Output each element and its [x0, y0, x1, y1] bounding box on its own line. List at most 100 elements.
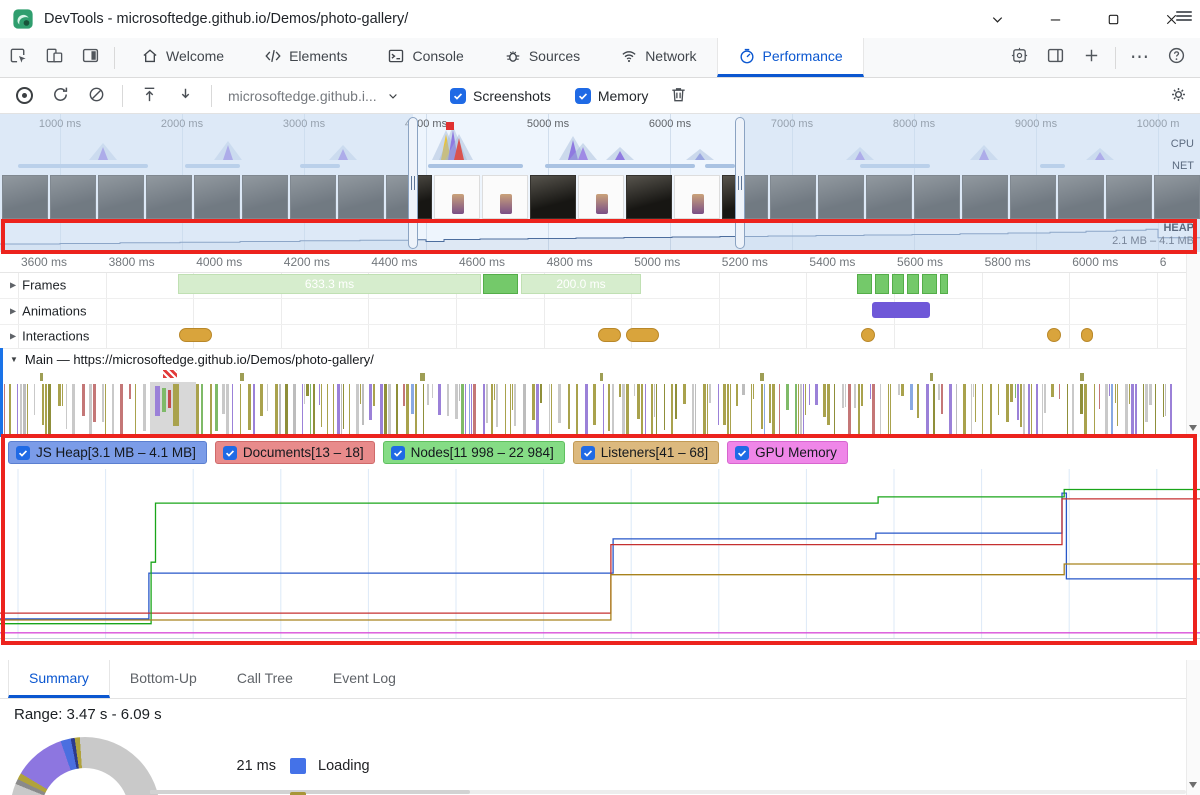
flame-bar[interactable] — [62, 384, 63, 406]
flame-bar[interactable] — [1155, 384, 1156, 434]
flame-bar[interactable] — [809, 384, 810, 405]
flame-bar[interactable] — [248, 384, 251, 430]
clear-recordings-button[interactable] — [80, 81, 112, 111]
flame-bar[interactable] — [675, 384, 677, 419]
flame-bar[interactable] — [34, 384, 35, 415]
flame-bar[interactable] — [651, 384, 653, 434]
flame-bar[interactable] — [1109, 384, 1110, 396]
animations-track-header[interactable]: ▶ Animations — [10, 304, 86, 319]
selection-gripper[interactable] — [735, 117, 745, 249]
frame-bar[interactable] — [483, 274, 518, 294]
flame-bar[interactable] — [253, 384, 255, 434]
interaction-bar[interactable] — [598, 328, 621, 342]
flame-bar[interactable] — [779, 384, 780, 434]
bottom-tab-bottom-up[interactable]: Bottom-Up — [110, 660, 217, 698]
flame-bar[interactable] — [1129, 384, 1130, 404]
flame-bar[interactable] — [938, 384, 940, 400]
flame-bar[interactable] — [585, 384, 588, 434]
flame-bar[interactable] — [514, 384, 516, 426]
flame-bar[interactable] — [637, 384, 640, 419]
flame-bar[interactable] — [432, 384, 433, 398]
interaction-bar[interactable] — [626, 328, 659, 342]
flame-bar[interactable] — [1145, 384, 1148, 422]
tab-console[interactable]: Console — [367, 38, 483, 77]
flame-bar[interactable] — [671, 384, 673, 434]
flame-bar[interactable] — [963, 384, 966, 434]
flame-bar[interactable] — [1059, 384, 1060, 399]
flame-bar[interactable] — [173, 384, 179, 426]
flame-bar[interactable] — [512, 384, 513, 410]
flame-bar[interactable] — [1017, 384, 1019, 420]
flame-bar[interactable] — [465, 384, 466, 434]
flame-bar[interactable] — [845, 384, 846, 407]
frame-bar[interactable] — [892, 274, 904, 294]
flame-bar[interactable] — [532, 384, 535, 420]
counter-toggle-nodes[interactable]: Nodes[11 998 – 22 984] — [382, 441, 565, 464]
tab-performance[interactable]: Performance — [716, 38, 864, 77]
flame-tick[interactable] — [600, 373, 603, 381]
flame-bar[interactable] — [523, 384, 526, 434]
flame-bar[interactable] — [1125, 384, 1128, 434]
flame-bar[interactable] — [319, 384, 320, 405]
flame-tick[interactable] — [420, 373, 425, 381]
flame-bar[interactable] — [459, 384, 460, 401]
flame-bar[interactable] — [9, 384, 11, 434]
flame-bar[interactable] — [396, 384, 398, 434]
flame-bar[interactable] — [384, 384, 387, 434]
flame-bar[interactable] — [82, 384, 85, 416]
flame-bar[interactable] — [89, 384, 92, 434]
flame-bar[interactable] — [58, 384, 61, 406]
screenshot-thumbnail[interactable] — [674, 175, 720, 219]
timeline-overview[interactable]: CPU NET HEAP 2.1 MB – 4.1 MB 1000 ms2000… — [0, 114, 1200, 252]
flame-bar[interactable] — [1044, 384, 1046, 413]
flame-bar[interactable] — [455, 384, 458, 419]
flame-bar[interactable] — [66, 384, 67, 429]
flame-bar[interactable] — [718, 384, 719, 425]
flame-bar[interactable] — [772, 384, 775, 434]
flame-bar[interactable] — [1131, 384, 1134, 434]
flame-bar[interactable] — [558, 384, 561, 423]
frame-bar[interactable]: 633.3 ms — [178, 274, 481, 294]
flame-bar[interactable] — [155, 386, 160, 416]
flame-bar[interactable] — [803, 384, 804, 434]
flame-bar[interactable] — [112, 384, 114, 434]
flame-bar[interactable] — [1067, 384, 1068, 434]
flame-bar[interactable] — [709, 384, 711, 403]
flame-bar[interactable] — [20, 384, 22, 434]
counter-toggle-js-heap[interactable]: JS Heap[3.1 MB – 4.1 MB] — [8, 441, 207, 464]
screenshot-thumbnail[interactable] — [626, 175, 672, 219]
selection-gripper[interactable] — [408, 117, 418, 249]
flame-bar[interactable] — [48, 384, 51, 434]
flame-bar[interactable] — [469, 384, 470, 434]
flame-bar[interactable] — [1117, 384, 1118, 426]
flame-bar[interactable] — [306, 384, 309, 396]
flame-bar[interactable] — [692, 384, 694, 434]
flame-bar[interactable] — [568, 384, 570, 429]
flame-bar[interactable] — [260, 384, 263, 416]
flame-bar[interactable] — [1163, 384, 1164, 417]
flame-bar[interactable] — [403, 384, 405, 406]
flame-bar[interactable] — [890, 384, 891, 434]
flame-bar[interactable] — [1072, 384, 1074, 434]
flame-bar[interactable] — [267, 384, 268, 411]
interactions-track[interactable]: ▶ Interactions — [0, 324, 1200, 349]
delete-recording-button[interactable] — [662, 81, 694, 111]
flame-bar[interactable] — [898, 384, 900, 395]
more-options-button[interactable]: ⋯ — [1122, 46, 1158, 69]
flame-bar[interactable] — [201, 384, 203, 434]
frame-bar[interactable]: 200.0 ms — [521, 274, 641, 294]
flame-bar[interactable] — [764, 384, 765, 434]
flame-bar[interactable] — [102, 384, 104, 422]
animations-track[interactable]: ▶ Animations — [0, 298, 1200, 325]
flame-bar[interactable] — [593, 384, 596, 425]
flame-bar[interactable] — [982, 384, 983, 434]
flame-bar[interactable] — [834, 384, 835, 434]
flame-bar[interactable] — [483, 384, 485, 434]
flame-bar[interactable] — [4, 384, 5, 434]
flame-bar[interactable] — [1094, 384, 1095, 434]
customize-devtools-button[interactable] — [1001, 46, 1037, 70]
tab-sources[interactable]: Sources — [484, 38, 600, 77]
flame-bar[interactable] — [310, 384, 311, 434]
flame-bar[interactable] — [795, 384, 797, 434]
flame-bar[interactable] — [356, 384, 359, 434]
